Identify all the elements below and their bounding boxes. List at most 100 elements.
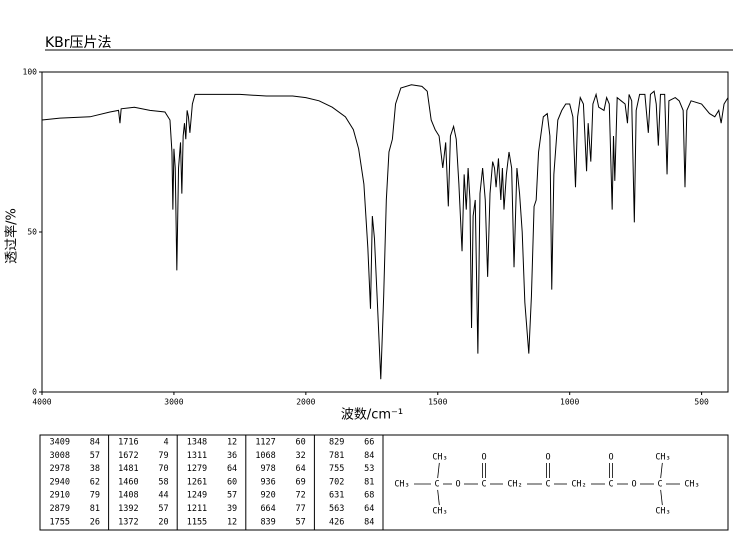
peak-wavenumber: 702 bbox=[329, 477, 344, 487]
peak-wavenumber: 1279 bbox=[187, 464, 207, 474]
x-axis-label: 波数/cm⁻¹ bbox=[341, 408, 403, 423]
peak-transmittance: 64 bbox=[227, 464, 237, 474]
peak-wavenumber: 3008 bbox=[50, 451, 70, 461]
peak-wavenumber: 1716 bbox=[118, 438, 138, 448]
peak-transmittance: 44 bbox=[158, 491, 168, 501]
peak-transmittance: 79 bbox=[158, 451, 168, 461]
peak-wavenumber: 563 bbox=[329, 504, 344, 514]
peak-wavenumber: 2910 bbox=[50, 491, 70, 501]
peak-transmittance: 32 bbox=[296, 451, 306, 461]
atom-label: CH₂ bbox=[571, 480, 586, 490]
peak-wavenumber: 1249 bbox=[187, 491, 207, 501]
peak-wavenumber: 936 bbox=[260, 477, 275, 487]
peak-wavenumber: 1672 bbox=[118, 451, 138, 461]
peak-transmittance: 60 bbox=[227, 477, 237, 487]
atom-label: C bbox=[434, 480, 439, 490]
peak-wavenumber: 1311 bbox=[187, 451, 207, 461]
peak-transmittance: 81 bbox=[90, 504, 100, 514]
peak-wavenumber: 426 bbox=[329, 517, 344, 527]
atom-label: C bbox=[481, 480, 486, 490]
bond bbox=[660, 489, 663, 506]
peak-wavenumber: 1068 bbox=[255, 451, 275, 461]
peak-transmittance: 64 bbox=[364, 504, 374, 514]
peak-wavenumber: 1460 bbox=[118, 477, 138, 487]
peak-transmittance: 68 bbox=[364, 491, 374, 501]
peak-transmittance: 79 bbox=[90, 491, 100, 501]
peak-transmittance: 84 bbox=[364, 451, 374, 461]
y-tick-label: 0 bbox=[32, 388, 37, 397]
bond bbox=[660, 462, 663, 479]
peak-transmittance: 84 bbox=[364, 517, 374, 527]
x-tick-label: 1000 bbox=[560, 398, 579, 407]
peak-wavenumber: 1211 bbox=[187, 504, 207, 514]
peak-wavenumber: 839 bbox=[260, 517, 275, 527]
peak-transmittance: 57 bbox=[227, 491, 237, 501]
peak-transmittance: 39 bbox=[227, 504, 237, 514]
table-frame bbox=[39, 434, 729, 531]
atom-label: CH₃ bbox=[655, 453, 670, 463]
atom-label: CH₃ bbox=[655, 507, 670, 517]
bond bbox=[437, 489, 440, 506]
atom-label: CH₃ bbox=[432, 453, 447, 463]
peak-wavenumber: 1372 bbox=[118, 517, 138, 527]
peak-wavenumber: 1348 bbox=[187, 438, 207, 448]
peak-transmittance: 62 bbox=[90, 477, 100, 487]
peak-transmittance: 12 bbox=[227, 438, 237, 448]
peak-transmittance: 77 bbox=[296, 504, 306, 514]
atom-label: CH₃ bbox=[684, 480, 699, 490]
y-tick-label: 50 bbox=[27, 228, 37, 237]
peak-transmittance: 20 bbox=[158, 517, 168, 527]
peak-wavenumber: 631 bbox=[329, 491, 344, 501]
x-tick-label: 2000 bbox=[296, 398, 315, 407]
peak-transmittance: 64 bbox=[296, 464, 306, 474]
peak-wavenumber: 1127 bbox=[255, 438, 275, 448]
peak-wavenumber: 920 bbox=[260, 491, 275, 501]
spectrum-line bbox=[41, 84, 729, 380]
peak-transmittance: 57 bbox=[90, 451, 100, 461]
peak-transmittance: 84 bbox=[90, 438, 100, 448]
peak-wavenumber: 2879 bbox=[50, 504, 70, 514]
peak-transmittance: 38 bbox=[90, 464, 100, 474]
peak-transmittance: 72 bbox=[296, 491, 306, 501]
x-tick-label: 500 bbox=[694, 398, 709, 407]
atom-label: CH₃ bbox=[432, 507, 447, 517]
peak-wavenumber: 1481 bbox=[118, 464, 138, 474]
x-tick-label: 4000 bbox=[32, 398, 51, 407]
peak-transmittance: 26 bbox=[90, 517, 100, 527]
peak-transmittance: 4 bbox=[163, 438, 168, 448]
chart-title: KBr压片法 bbox=[45, 35, 112, 51]
x-tick-label: 3000 bbox=[164, 398, 183, 407]
peak-wavenumber: 1392 bbox=[118, 504, 138, 514]
peak-wavenumber: 2978 bbox=[50, 464, 70, 474]
peak-wavenumber: 978 bbox=[260, 464, 275, 474]
atom-label: C bbox=[657, 480, 662, 490]
peak-wavenumber: 1755 bbox=[50, 517, 70, 527]
peak-transmittance: 58 bbox=[158, 477, 168, 487]
peak-transmittance: 57 bbox=[296, 517, 306, 527]
peak-wavenumber: 664 bbox=[260, 504, 275, 514]
peak-wavenumber: 2940 bbox=[50, 477, 70, 487]
peak-wavenumber: 1155 bbox=[187, 517, 207, 527]
atom-label: O bbox=[455, 480, 460, 490]
peak-transmittance: 36 bbox=[227, 451, 237, 461]
bond bbox=[437, 462, 440, 479]
atom-label: O bbox=[608, 453, 613, 463]
peak-transmittance: 60 bbox=[296, 438, 306, 448]
peak-transmittance: 66 bbox=[364, 438, 374, 448]
atom-label: C bbox=[608, 480, 613, 490]
peak-transmittance: 70 bbox=[158, 464, 168, 474]
atom-label: O bbox=[545, 453, 550, 463]
peak-transmittance: 53 bbox=[364, 464, 374, 474]
peak-wavenumber: 781 bbox=[329, 451, 344, 461]
peak-wavenumber: 3409 bbox=[50, 438, 70, 448]
atom-label: O bbox=[481, 453, 486, 463]
peak-wavenumber: 1261 bbox=[187, 477, 207, 487]
peak-transmittance: 57 bbox=[158, 504, 168, 514]
x-tick-label: 1500 bbox=[428, 398, 447, 407]
peak-transmittance: 69 bbox=[296, 477, 306, 487]
peak-transmittance: 12 bbox=[227, 517, 237, 527]
atom-label: C bbox=[545, 480, 550, 490]
peak-wavenumber: 1408 bbox=[118, 491, 138, 501]
y-tick-label: 100 bbox=[23, 68, 38, 77]
